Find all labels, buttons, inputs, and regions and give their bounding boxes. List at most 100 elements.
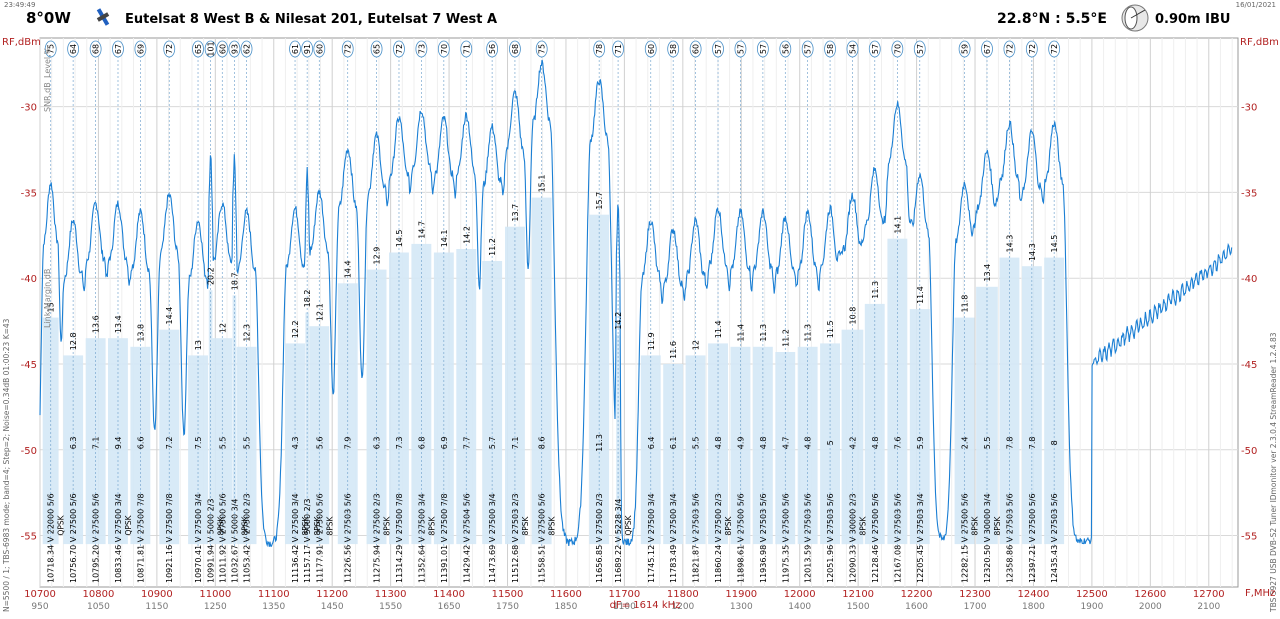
margin-label: 6.8 [417, 437, 426, 450]
snr-label: 12.8 [69, 332, 78, 350]
modulation-label: 8PSK [427, 515, 436, 535]
snr-label: 15.1 [538, 175, 547, 193]
level-label: 69 [136, 44, 145, 54]
transponder-freq-label: 11745.12 V 27500 3/4 [647, 493, 656, 583]
snr-label: 11.2 [781, 329, 790, 347]
transponder-freq-label: 11032.67 V 5000 3/4 [230, 498, 239, 583]
level-badge [112, 40, 124, 58]
margin-label: 7.5 [194, 437, 203, 450]
level-label: 58 [826, 44, 835, 54]
x-tick-label: 12200 [901, 589, 933, 600]
transponder-freq-label: 11352.64 V 27500 3/4 [417, 493, 426, 583]
transponder-fill-band [433, 252, 454, 545]
transponder-fill-band [616, 334, 620, 545]
lband-tick-label: 1850 [554, 602, 577, 612]
level-badge [163, 40, 176, 58]
level-label: 57 [916, 44, 925, 54]
transponder-fill-band [589, 214, 610, 545]
level-badge [593, 40, 606, 58]
snr-label: 12 [218, 323, 227, 333]
snr-label: 12.9 [373, 247, 382, 265]
transponder-freq-label: 11136.42 V 27500 3/4 [291, 493, 300, 583]
transponder-freq-label: 11936.98 V 27503 5/6 [759, 493, 768, 583]
level-label: 58 [669, 44, 678, 54]
df-label: dF= 1614 kHz [610, 600, 681, 611]
margin-label: 7.1 [511, 437, 520, 450]
spectrum-trace [39, 59, 1233, 548]
level-label: 59 [961, 44, 970, 54]
level-badge [1025, 40, 1038, 58]
level-label: 57 [736, 44, 745, 54]
margin-label: 6.4 [647, 437, 656, 450]
y-tick-label-left: -55 [21, 532, 37, 543]
snr-label: 15.7 [595, 192, 604, 210]
transponder-freq-label: 12090.33 V 30000 2/3 [848, 493, 857, 583]
y-tick-label-left: -35 [21, 188, 37, 199]
modulation-label: 8PSK [301, 515, 310, 535]
lband-tick-label: 1300 [730, 602, 753, 612]
level-badge [228, 40, 241, 58]
margin-label: 4.9 [736, 437, 745, 450]
level-label: 65 [373, 44, 382, 54]
level-badge [756, 40, 769, 58]
margin-label: 7.8 [1005, 437, 1014, 450]
snr-label: 14.7 [417, 221, 426, 239]
transponder-fill-band [909, 309, 930, 545]
margin-label: 7.2 [165, 437, 174, 450]
level-badge [301, 40, 314, 58]
margin-label: 4.8 [871, 437, 880, 450]
transponder-freq-label: 10795.20 V 27500 5/6 [92, 493, 101, 583]
y-tick-label-left: -30 [21, 103, 37, 114]
level-badge [341, 40, 354, 58]
level-label: 56 [781, 44, 790, 54]
level-label: 68 [511, 44, 520, 54]
snr-label: 11.9 [647, 332, 656, 350]
time-label: 23:49:49 [4, 1, 35, 9]
level-label: 72 [344, 44, 353, 54]
modulation-label: 8PSK [521, 515, 530, 535]
transponder-freq-label: 11558.51 V 27500 5/6 [538, 493, 547, 583]
transponder-freq-label: 11177.91 V 27500 5/6 [315, 493, 324, 583]
level-label: 72 [165, 44, 174, 54]
snr-label: 13.4 [983, 264, 992, 282]
modulation-label: QPSK [124, 514, 133, 535]
level-label: 67 [983, 44, 992, 54]
level-label: 57 [759, 44, 768, 54]
snr-label: 11.3 [804, 324, 813, 342]
dish-label: 0.90m IBU [1155, 12, 1230, 27]
transponder-freq-label: 10718.34 V 22000 5/6 [47, 493, 56, 583]
transponder-freq-label: 11975.35 V 27500 5/6 [781, 493, 790, 583]
level-badge [44, 40, 57, 58]
level-label: 60 [218, 44, 227, 54]
snr-label: 13.7 [511, 204, 520, 222]
transponder-markers [50, 56, 1055, 547]
level-label: 54 [848, 44, 857, 54]
margin-label: 7.7 [462, 437, 471, 450]
level-badge [192, 40, 204, 58]
satellite-icon [96, 8, 110, 26]
snr-label: 14.1 [440, 229, 449, 247]
snr-label: 11.4 [916, 286, 925, 304]
transponder-freq-label: 12205.45 V 27503 3/4 [916, 493, 925, 583]
x-tick-label: 11100 [258, 589, 290, 600]
transponder-freq-label: 10991.94 V 5000 2/3 [207, 498, 216, 583]
margin-label: 7.9 [344, 437, 353, 450]
level-label: 72 [1005, 44, 1014, 54]
snr-label: 10.8 [848, 307, 857, 325]
level-badge [67, 40, 80, 58]
margin-label: 7.3 [395, 437, 404, 450]
x-tick-label: 11400 [433, 589, 465, 600]
y-tick-label-left: -45 [21, 360, 37, 371]
level-label: 93 [230, 44, 239, 54]
modulation-label: QPSK [624, 514, 633, 535]
transponder-freq-label: 10921.16 V 27500 7/8 [165, 493, 174, 583]
x-tick-label: 11300 [375, 589, 407, 600]
x-tick-label: 10700 [24, 589, 56, 600]
right-info-text: TBS 5927 USB DVB-S2 Tuner IDmonitor ver … [1269, 332, 1278, 613]
modulation-label: 8PSK [217, 515, 226, 535]
transponder-freq-label: 12397.21 V 27500 5/6 [1028, 493, 1037, 583]
snr-label: 11.2 [488, 238, 497, 256]
y-tick-label-right: -55 [1241, 532, 1257, 543]
snr-label: 11.5 [826, 320, 835, 338]
